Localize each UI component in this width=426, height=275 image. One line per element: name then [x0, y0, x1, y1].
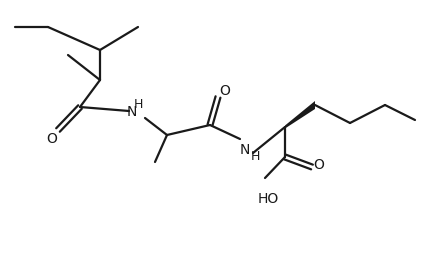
- Text: O: O: [313, 158, 324, 172]
- Text: HO: HO: [257, 192, 278, 206]
- Text: H: H: [133, 98, 142, 111]
- Text: H: H: [250, 150, 259, 164]
- Text: N: N: [239, 143, 250, 157]
- Text: O: O: [219, 84, 230, 98]
- Text: N: N: [127, 105, 137, 119]
- Text: O: O: [46, 132, 58, 146]
- Polygon shape: [284, 101, 314, 128]
